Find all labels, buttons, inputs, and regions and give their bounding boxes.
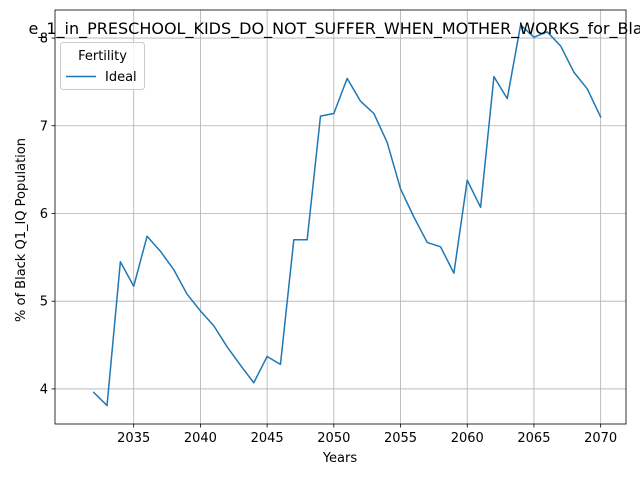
y-axis-ticks: 4 5 6 7 8 [40, 32, 55, 397]
legend-label-ideal: Ideal [105, 70, 137, 85]
x-tick-label: 2070 [584, 431, 617, 446]
x-tick-label: 2045 [251, 431, 284, 446]
x-tick-label: 2040 [184, 431, 217, 446]
legend: Fertility Ideal [60, 42, 145, 90]
y-tick-label: 5 [40, 295, 48, 310]
series-line-ideal [92, 24, 602, 407]
x-tick-label: 2050 [317, 431, 350, 446]
y-tick-label: 4 [40, 382, 48, 397]
x-axis-ticks: 2035 2040 2045 2050 2055 2060 2065 2070 [117, 424, 617, 446]
legend-title: Fertility [78, 49, 127, 64]
legend-box [60, 42, 145, 90]
y-tick-label: 6 [40, 207, 48, 222]
x-tick-label: 2035 [117, 431, 150, 446]
x-tick-label: 2055 [384, 431, 417, 446]
y-tick-label: 8 [40, 32, 48, 47]
chart-title: e_1_in_PRESCHOOL_KIDS_DO_NOT_SUFFER_WHEN… [29, 19, 640, 39]
x-axis-label: Years [322, 451, 358, 466]
x-tick-label: 2065 [517, 431, 550, 446]
x-tick-label: 2060 [451, 431, 484, 446]
y-tick-label: 7 [40, 119, 48, 134]
plot-frame [54, 9, 627, 425]
y-axis-label: % of Black Q1_IQ Population [14, 138, 29, 322]
grid [55, 10, 626, 424]
